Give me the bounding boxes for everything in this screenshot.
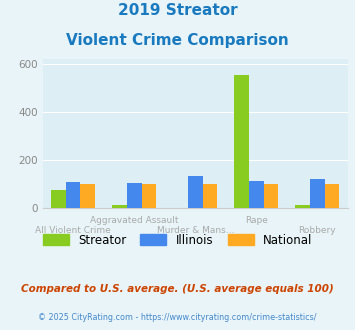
Bar	[188, 176, 203, 208]
Text: Rape: Rape	[245, 216, 268, 225]
Bar	[81, 184, 95, 208]
Text: Compared to U.S. average. (U.S. average equals 100): Compared to U.S. average. (U.S. average …	[21, 284, 334, 294]
Bar	[112, 205, 127, 208]
Bar	[66, 182, 81, 208]
Bar	[295, 205, 310, 208]
Bar	[249, 181, 264, 208]
Bar	[142, 184, 156, 208]
Legend: Streator, Illinois, National: Streator, Illinois, National	[38, 229, 317, 251]
Bar	[264, 184, 278, 208]
Text: 2019 Streator: 2019 Streator	[118, 3, 237, 18]
Text: © 2025 CityRating.com - https://www.cityrating.com/crime-statistics/: © 2025 CityRating.com - https://www.city…	[38, 314, 317, 322]
Bar	[203, 184, 217, 208]
Text: Aggravated Assault: Aggravated Assault	[90, 216, 179, 225]
Text: Murder & Mans...: Murder & Mans...	[157, 226, 234, 235]
Text: All Violent Crime: All Violent Crime	[35, 226, 111, 235]
Bar	[234, 75, 249, 208]
Text: Violent Crime Comparison: Violent Crime Comparison	[66, 33, 289, 48]
Bar	[325, 184, 339, 208]
Text: Robbery: Robbery	[299, 226, 336, 235]
Bar	[310, 179, 325, 208]
Bar	[127, 183, 142, 208]
Bar	[51, 190, 66, 208]
